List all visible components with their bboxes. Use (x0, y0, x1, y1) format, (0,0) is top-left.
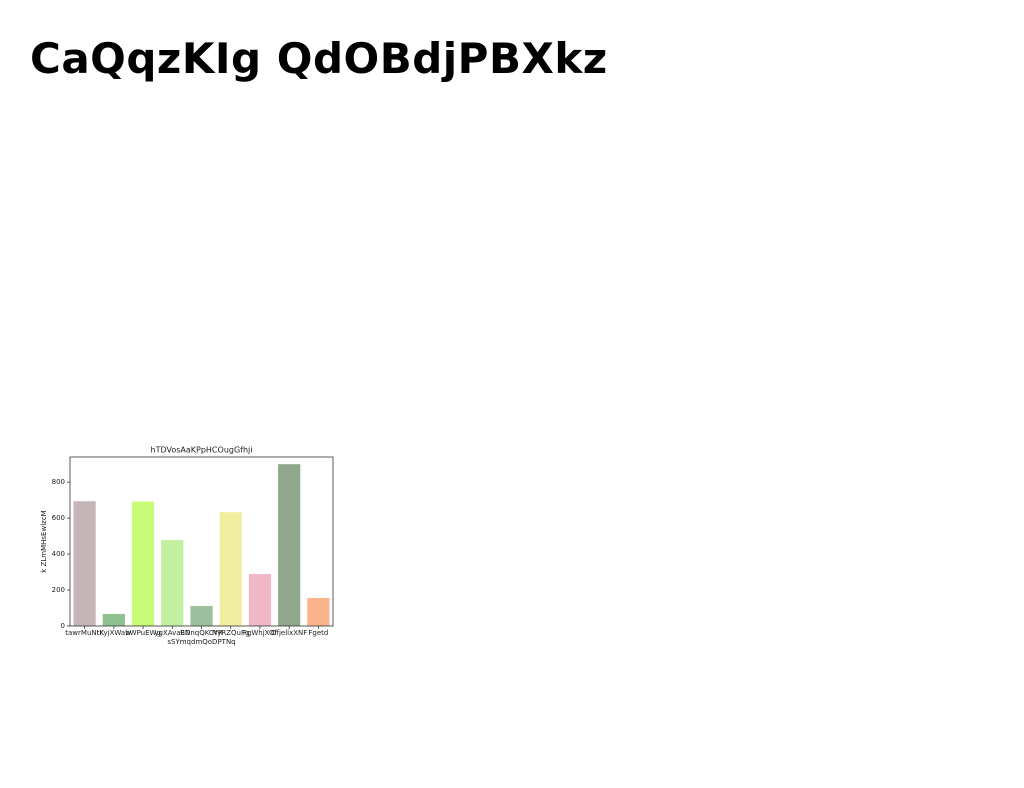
y-axis-label: k ZLmMHsEwlzcM (40, 510, 48, 572)
x-axis-label: sSYmqdmQoDPTNq (167, 638, 235, 646)
x-tick-label: bWPuEWg (125, 629, 161, 637)
bar (219, 512, 242, 626)
bar (248, 574, 272, 626)
y-tick-label: 400 (52, 550, 65, 558)
x-tick-label: tKyjXWaw (97, 629, 131, 637)
bar (73, 501, 96, 626)
x-tick-label: NyRZQuFg (212, 629, 249, 637)
y-tick-label: 600 (52, 514, 65, 522)
plot-frame (69, 456, 334, 627)
bar (102, 613, 125, 626)
page-title: CaQqzKIg QdOBdjPBXkz (30, 34, 608, 83)
x-tick-label: tawrMuNtK (65, 629, 104, 637)
bar (190, 606, 213, 626)
bar (131, 501, 155, 626)
bar (307, 597, 330, 626)
y-tick-label: 200 (52, 586, 65, 594)
y-tick-label: 0 (61, 622, 65, 630)
x-tick-label: ygXAvaEN (154, 629, 190, 637)
chart-title: hTDVosAaKPpHCOugGfhji (151, 446, 253, 455)
x-tick-label: BDnqQKCYR (180, 629, 223, 637)
bar (161, 540, 184, 626)
x-tick-label: FgWhjXOf (243, 629, 278, 637)
bar (278, 464, 301, 626)
y-tick-label: 800 (52, 478, 65, 486)
x-tick-label: Fgetd (308, 629, 328, 637)
x-tick-label: OfjelixXNF (271, 629, 307, 637)
